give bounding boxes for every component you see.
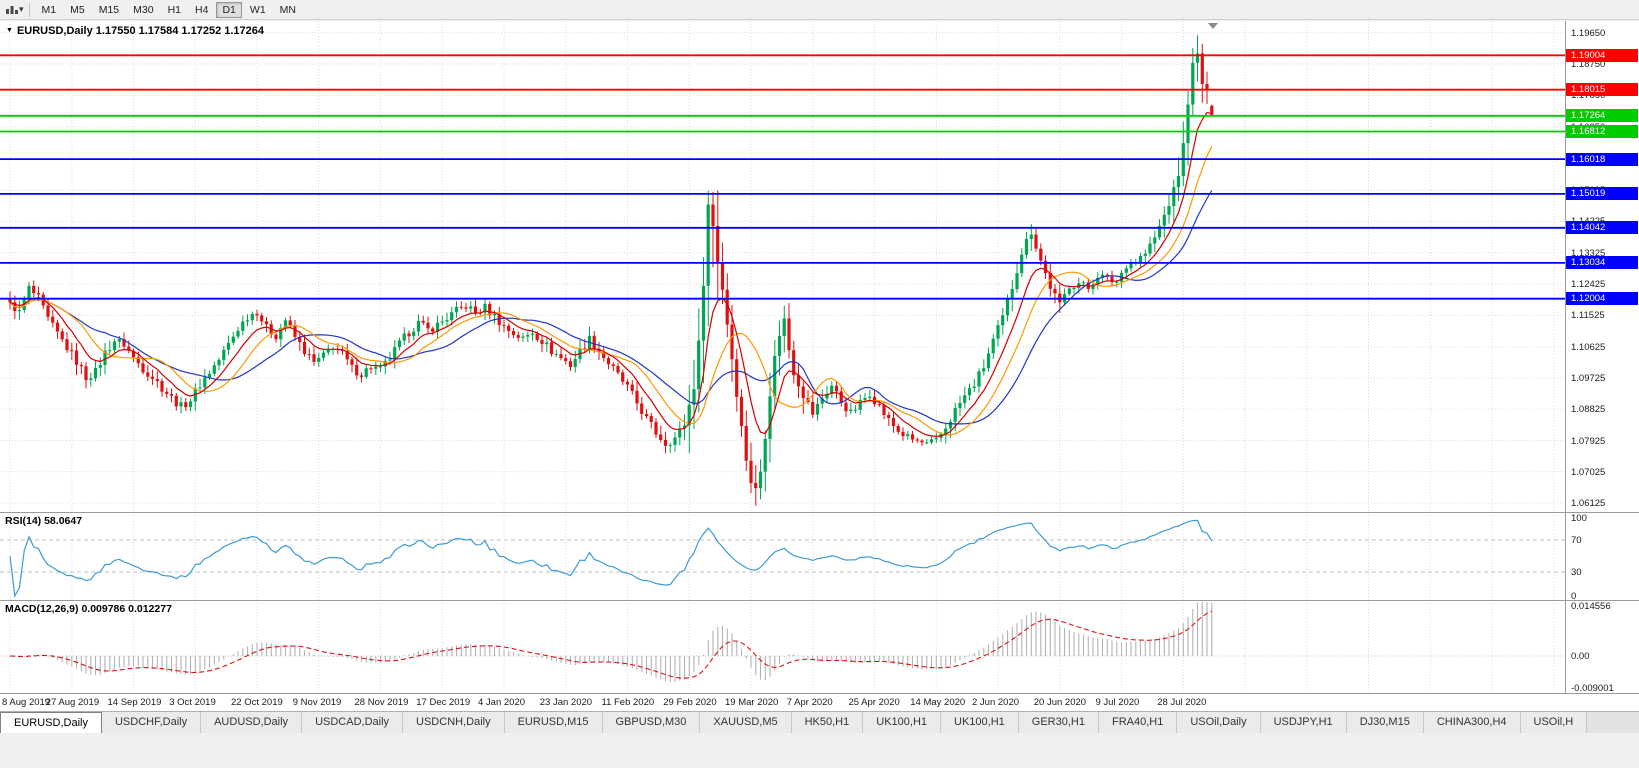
price-axis[interactable]: 1.196501.187501.178501.169501.160501.151… bbox=[1565, 21, 1639, 694]
macd-canvas[interactable] bbox=[0, 600, 1565, 693]
main-chart-canvas[interactable] bbox=[0, 21, 1565, 512]
chart-tab-usdcad-daily[interactable]: USDCAD,Daily bbox=[302, 712, 404, 733]
chart-ohlc-values: 1.17550 1.17584 1.17252 1.17264 bbox=[95, 25, 265, 37]
chart-type-icon[interactable] bbox=[3, 2, 21, 18]
price-axis-label: 1.13325 bbox=[1571, 247, 1606, 259]
date-label: 9 Jul 2020 bbox=[1095, 697, 1140, 708]
chart-title: ▼ EURUSD,Daily 1.17550 1.17584 1.17252 1.… bbox=[6, 25, 264, 37]
bottom-strip bbox=[0, 733, 1639, 768]
price-axis-label: 1.08825 bbox=[1571, 404, 1606, 416]
timeframe-button-m15[interactable]: M15 bbox=[98, 3, 120, 16]
price-level-badge: 1.19004 bbox=[1566, 49, 1638, 62]
date-label: 3 Oct 2019 bbox=[169, 697, 216, 708]
price-level-badge: 1.14042 bbox=[1566, 221, 1638, 234]
date-label: 28 Jul 2020 bbox=[1157, 697, 1207, 708]
price-axis-label: 1.06125 bbox=[1571, 498, 1606, 510]
rsi-axis-label: 30 bbox=[1571, 567, 1582, 578]
main-chart-pane[interactable] bbox=[0, 21, 1565, 512]
chart-tab-usdjpy-h1[interactable]: USDJPY,H1 bbox=[1260, 712, 1347, 733]
timeframe-button-m5[interactable]: M5 bbox=[70, 3, 85, 16]
timeframe-button-m1[interactable]: M1 bbox=[41, 3, 57, 16]
date-label: 25 Apr 2020 bbox=[848, 697, 900, 708]
rsi-canvas[interactable] bbox=[0, 512, 1565, 600]
pane-separator[interactable] bbox=[0, 600, 1639, 601]
pane-separator[interactable] bbox=[0, 512, 1639, 513]
price-axis-label: 1.10625 bbox=[1571, 341, 1606, 353]
rsi-indicator-pane[interactable] bbox=[0, 512, 1565, 600]
rsi-axis-label: 0 bbox=[1571, 591, 1577, 602]
chart-menu-caret-icon[interactable]: ▾ bbox=[19, 4, 24, 14]
price-axis-label: 1.18750 bbox=[1571, 59, 1606, 71]
chart-tab-usdchf-daily[interactable]: USDCHF,Daily bbox=[101, 712, 202, 733]
chart-tab-dj30-m15[interactable]: DJ30,M15 bbox=[1346, 712, 1424, 733]
date-label: 11 Feb 2020 bbox=[601, 697, 655, 708]
price-level-badge: 1.17264 bbox=[1566, 109, 1638, 122]
date-label: 22 Oct 2019 bbox=[231, 697, 283, 708]
chart-tab-uk100-h1[interactable]: UK100,H1 bbox=[863, 712, 942, 733]
macd-axis-label: 0.014556 bbox=[1571, 601, 1611, 612]
price-level-badge: 1.15019 bbox=[1566, 187, 1638, 200]
timeframe-button-w1[interactable]: W1 bbox=[249, 3, 266, 16]
chart-tab-eurusd-daily[interactable]: EURUSD,Daily bbox=[0, 712, 102, 733]
timeframe-button-group: M1 M5 M15 M30 H1 H4 D1 W1 MN bbox=[36, 1, 302, 18]
chart-tab-usoil-daily[interactable]: USOil,Daily bbox=[1177, 712, 1261, 733]
timeframe-button-d1[interactable]: D1 bbox=[216, 1, 242, 18]
date-axis[interactable]: 8 Aug 2019 27 Aug 2019 14 Sep 2019 3 Oct 20… bbox=[0, 693, 1639, 711]
chart-tab-ger30-h1[interactable]: GER30,H1 bbox=[1018, 712, 1099, 733]
price-axis-label: 1.09725 bbox=[1571, 372, 1606, 384]
price-level-badge: 1.16018 bbox=[1566, 153, 1638, 166]
rsi-label: RSI(14) 58.0647 bbox=[5, 515, 83, 527]
toolbar-separator bbox=[28, 2, 30, 17]
price-axis-label: 1.07025 bbox=[1571, 466, 1606, 478]
chart-tab-hk50-h1[interactable]: HK50,H1 bbox=[791, 712, 864, 733]
chart-tab-uk100-h1[interactable]: UK100,H1 bbox=[941, 712, 1019, 733]
price-axis-label: 1.07925 bbox=[1571, 435, 1606, 447]
timeframe-button-m30[interactable]: M30 bbox=[133, 3, 154, 16]
date-label: 19 Mar 2020 bbox=[725, 697, 779, 708]
date-label: 14 Sep 2019 bbox=[107, 697, 162, 708]
top-toolbar: ▾ M1 M5 M15 M30 H1 H4 D1 W1 MN bbox=[0, 0, 1639, 20]
chart-tab-usdcnh-daily[interactable]: USDCNH,Daily bbox=[403, 712, 505, 733]
price-axis-label: 1.19650 bbox=[1571, 27, 1606, 39]
price-axis-label: 1.12425 bbox=[1571, 279, 1606, 291]
timeframe-button-h4[interactable]: H4 bbox=[195, 3, 209, 16]
chart-expander-icon[interactable]: ▼ bbox=[6, 27, 13, 34]
macd-axis-label: -0.009001 bbox=[1571, 682, 1614, 694]
chart-tab-usoil-h[interactable]: USOil,H bbox=[1520, 712, 1588, 733]
macd-axis-label: 0.00 bbox=[1571, 651, 1590, 663]
price-level-badge: 1.13034 bbox=[1566, 256, 1638, 269]
date-label: 29 Feb 2020 bbox=[663, 697, 717, 708]
timeframe-button-h1[interactable]: H1 bbox=[167, 3, 182, 16]
price-level-badge: 1.12004 bbox=[1566, 292, 1638, 305]
bar-chart-glyph bbox=[6, 5, 18, 14]
rsi-axis-label: 100 bbox=[1571, 513, 1587, 524]
chart-tab-eurusd-m15[interactable]: EURUSD,M15 bbox=[504, 712, 603, 733]
date-label: 4 Jan 2020 bbox=[478, 697, 526, 708]
macd-indicator-pane[interactable] bbox=[0, 600, 1565, 693]
date-label: 27 Aug 2019 bbox=[45, 697, 100, 708]
date-label: 23 Jan 2020 bbox=[539, 697, 593, 708]
chart-tab-china300-h4[interactable]: CHINA300,H4 bbox=[1423, 712, 1521, 733]
chart-tab-gbpusd-m30[interactable]: GBPUSD,M30 bbox=[602, 712, 701, 733]
date-label: 20 Jun 2020 bbox=[1033, 697, 1087, 708]
date-label: 28 Nov 2019 bbox=[354, 697, 409, 708]
price-level-badge: 1.16812 bbox=[1566, 125, 1638, 138]
date-label: 14 May 2020 bbox=[910, 697, 966, 708]
timeframe-button-mn[interactable]: MN bbox=[279, 3, 296, 16]
chart-symbol-label: EURUSD,Daily bbox=[16, 25, 93, 37]
date-label: 7 Apr 2020 bbox=[786, 697, 833, 708]
date-label: 2 Jun 2020 bbox=[972, 697, 1020, 708]
date-label: 9 Nov 2019 bbox=[292, 697, 342, 708]
macd-label: MACD(12,26,9) 0.009786 0.012277 bbox=[5, 603, 172, 615]
chart-shift-marker[interactable] bbox=[1208, 23, 1218, 29]
rsi-axis-label: 70 bbox=[1571, 535, 1582, 546]
price-level-badge: 1.18015 bbox=[1566, 83, 1638, 96]
chart-tab-xauusd-m5[interactable]: XAUUSD,M5 bbox=[700, 712, 792, 733]
chart-tab-bar: EURUSD,Daily USDCHF,Daily AUDUSD,Daily USDC… bbox=[0, 711, 1639, 733]
date-label: 17 Dec 2019 bbox=[416, 697, 471, 708]
chart-tab-fra40-h1[interactable]: FRA40,H1 bbox=[1098, 712, 1178, 733]
date-label: 8 Aug 2019 bbox=[2, 697, 51, 708]
chart-tab-audusd-daily[interactable]: AUDUSD,Daily bbox=[201, 712, 303, 733]
price-axis-label: 1.11525 bbox=[1571, 310, 1605, 322]
